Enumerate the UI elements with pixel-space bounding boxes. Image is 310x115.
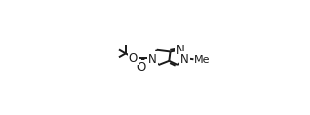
Text: O: O	[129, 52, 138, 65]
Text: Me: Me	[194, 55, 210, 65]
Text: N: N	[180, 52, 189, 65]
Text: O: O	[137, 61, 146, 74]
Text: N: N	[148, 52, 157, 65]
Text: N: N	[175, 44, 184, 57]
